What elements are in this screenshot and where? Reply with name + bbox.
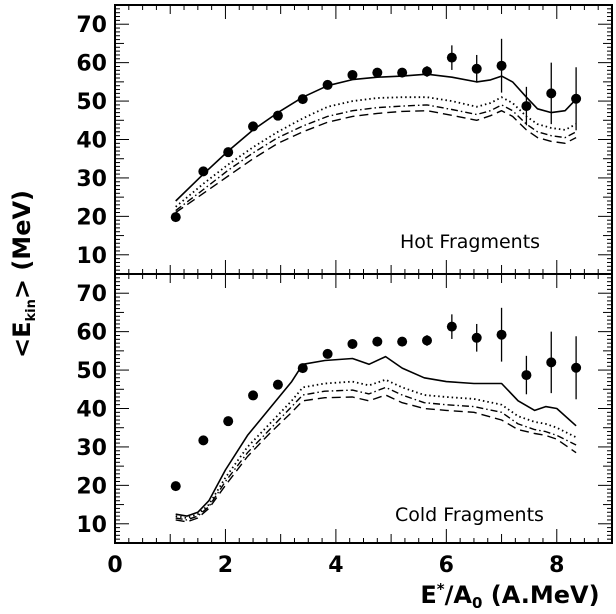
y-tick-label: 40	[76, 398, 107, 423]
data-point	[372, 336, 383, 347]
data-point	[471, 63, 482, 74]
series-line-dashdot	[175, 386, 577, 521]
svg-text:E*/A0 (A.MeV): E*/A0 (A.MeV)	[420, 580, 599, 612]
data-point	[272, 110, 283, 121]
data-point	[272, 379, 283, 390]
series-line-dotted	[175, 96, 577, 208]
data-point	[170, 212, 181, 223]
data-point	[372, 67, 383, 78]
data-point	[170, 481, 181, 492]
x-tick-label: 4	[328, 553, 343, 578]
y-tick-label: 70	[76, 13, 107, 38]
data-point	[347, 69, 358, 80]
panel-frame	[114, 273, 613, 544]
data-point	[521, 370, 532, 381]
y-tick-label: 70	[76, 282, 107, 307]
data-point	[422, 335, 433, 346]
y-tick-label: 60	[76, 321, 107, 346]
y-tick-label: 10	[76, 513, 107, 538]
panel-1: 10 20 30 40 50 60 70 Hot Fragments	[76, 4, 613, 275]
series-line-dashdot	[175, 104, 577, 212]
data-point	[496, 329, 507, 340]
data-point	[223, 416, 234, 427]
x-tick-label: 2	[218, 553, 233, 578]
data-point	[496, 60, 507, 71]
x-tick-label: 6	[439, 553, 454, 578]
panel-2: 10 20 30 40 50 60 70 Cold Fragments	[76, 273, 613, 544]
y-tick-label: 20	[76, 474, 107, 499]
data-point	[471, 332, 482, 343]
x-tick-label: 8	[549, 553, 564, 578]
data-point	[546, 357, 557, 368]
svg-text:<Ekin> (MeV): <Ekin> (MeV)	[8, 190, 39, 358]
y-axis-title: <Ekin> (MeV)	[8, 190, 39, 358]
y-tick-label: 30	[76, 436, 107, 461]
y-tick-label: 50	[76, 359, 107, 384]
series-line-dotted	[175, 378, 577, 519]
data-point	[571, 362, 582, 373]
data-point	[521, 101, 532, 112]
data-point	[297, 363, 308, 374]
series-line-dashed	[175, 109, 577, 214]
data-point	[248, 390, 259, 401]
data-point	[198, 166, 209, 177]
panel-label: Cold Fragments	[395, 504, 544, 526]
y-tick-label: 30	[76, 167, 107, 192]
data-point	[198, 435, 209, 446]
series-line-solid	[175, 73, 577, 202]
data-point	[546, 88, 557, 99]
data-point	[347, 338, 358, 349]
panel-label: Hot Fragments	[400, 231, 540, 253]
data-point	[446, 52, 457, 63]
series-line-solid	[175, 355, 577, 517]
series-line-dashed	[175, 394, 577, 523]
y-tick-label: 10	[76, 244, 107, 269]
y-tick-label: 20	[76, 205, 107, 230]
y-tick-label: 50	[76, 90, 107, 115]
data-point	[322, 348, 333, 359]
x-tick-label: 0	[107, 553, 122, 578]
x-axis-title: E*/A0 (A.MeV)	[420, 580, 599, 612]
data-point	[446, 321, 457, 332]
x-tick-labels: 0 2 4 6 8	[107, 553, 564, 578]
y-tick-label: 60	[76, 52, 107, 77]
y-tick-label: 40	[76, 129, 107, 154]
data-point	[397, 336, 408, 347]
